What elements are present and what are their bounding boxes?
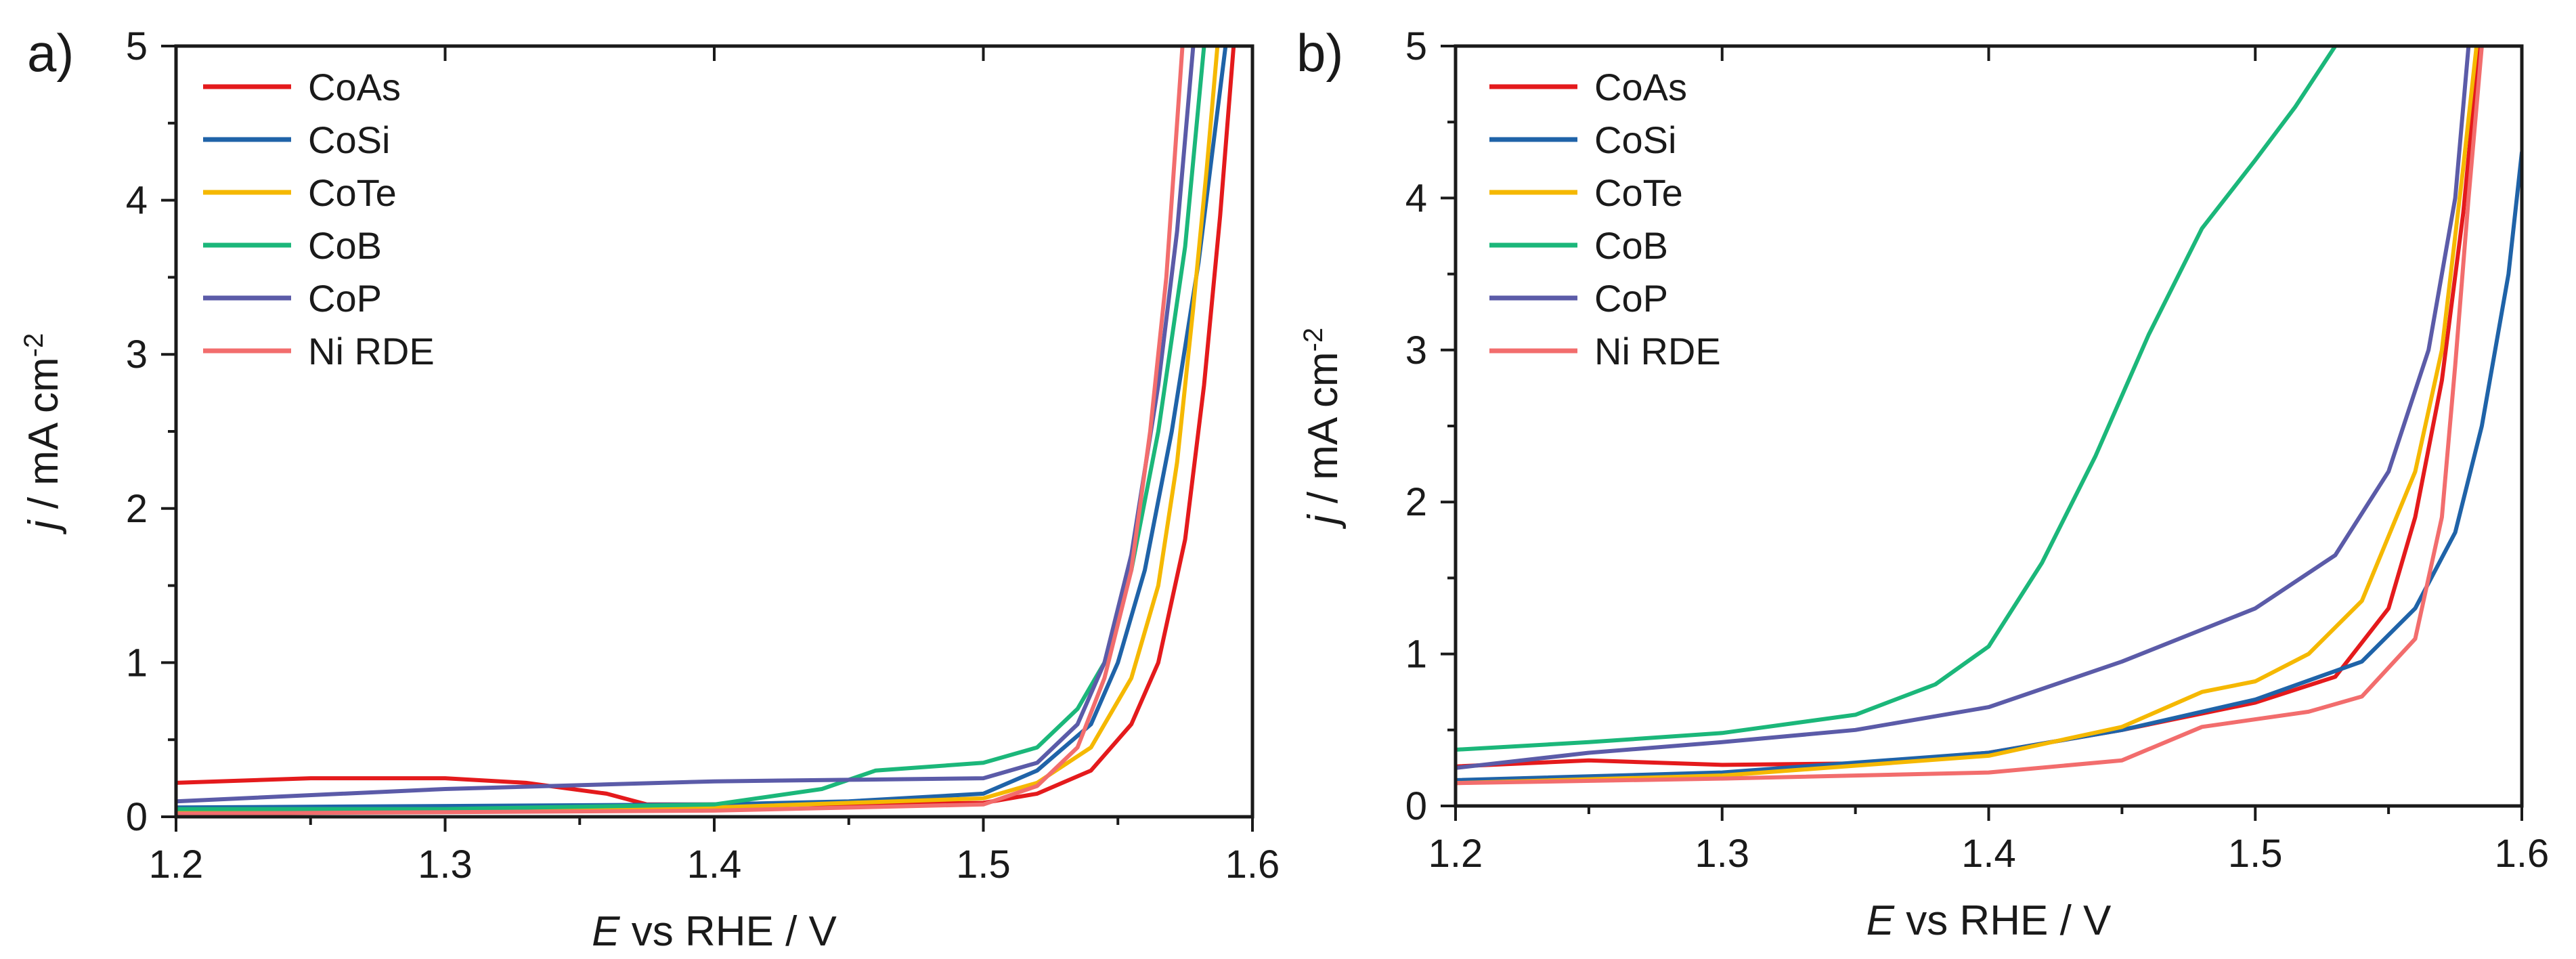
panel-label: a) [27, 23, 74, 83]
legend-label: Ni RDE [1594, 330, 1721, 372]
series-line-coas [1456, 46, 2481, 769]
series-line-cosi [1456, 150, 2522, 782]
series-line-ni-rde [1456, 46, 2484, 786]
panel-a: a) 1.2 1.3 1.4 1.5 1.6 0 1 2 3 4 5 E vs RHE / V j / m… [19, 23, 1280, 955]
x-tick-label: 1.2 [1428, 832, 1483, 876]
series-line-cop [1456, 46, 2471, 770]
x-tick-label: 1.3 [1695, 832, 1749, 876]
legend-label: CoAs [1594, 66, 1687, 108]
y-tick-label: 3 [1405, 328, 1427, 372]
y-axis-label-superscript: -2 [1298, 328, 1328, 352]
legend-label: CoP [308, 277, 382, 320]
legend-label: CoTe [1594, 171, 1683, 214]
y-axis-label-text: / mA cm [20, 357, 67, 520]
series-line-cob [176, 46, 1206, 811]
legend: CoAs CoSi CoTe CoB CoP Ni RDE [1489, 66, 1721, 372]
x-axis-label: E vs RHE / V [1866, 897, 2112, 944]
series-line-cob [1456, 46, 2338, 752]
series-group [1456, 46, 2522, 786]
legend-label: CoP [1594, 277, 1668, 320]
y-axis-label-symbol: j [20, 519, 67, 534]
x-tick-label: 1.6 [2495, 832, 2550, 876]
y-tick-label: 4 [126, 179, 148, 223]
x-axis-label: E vs RHE / V [592, 908, 837, 955]
x-axis-label-symbol: E [592, 908, 620, 955]
y-axis-label: j / mA cm-2 [1298, 328, 1347, 530]
x-tick-label: 1.4 [1961, 832, 2016, 876]
x-tick-label: 1.2 [149, 843, 204, 887]
x-tick-label: 1.5 [2228, 832, 2283, 876]
x-axis-label-text: vs RHE / V [1894, 897, 2112, 944]
legend-label: CoTe [308, 171, 397, 214]
y-tick-label: 0 [126, 795, 148, 839]
x-axis-label-text: vs RHE / V [619, 908, 837, 955]
y-tick-label: 2 [126, 487, 148, 531]
x-tick-label: 1.6 [1225, 843, 1280, 887]
series-line-cote [1456, 46, 2479, 786]
y-axis-label-text: / mA cm [1300, 351, 1347, 515]
x-axis-label-symbol: E [1866, 897, 1895, 944]
legend-label: Ni RDE [308, 330, 435, 372]
y-tick-label: 3 [126, 333, 148, 377]
x-tick-label: 1.5 [956, 843, 1011, 887]
y-tick-label: 0 [1405, 784, 1427, 828]
y-tick-label: 1 [126, 641, 148, 685]
legend-label: CoSi [1594, 119, 1676, 161]
legend-label: CoAs [308, 66, 401, 108]
legend-label: CoB [1594, 224, 1668, 267]
x-tick-label: 1.3 [418, 843, 473, 887]
panel-label: b) [1296, 23, 1343, 83]
legend: CoAs CoSi CoTe CoB CoP Ni RDE [203, 66, 435, 372]
y-tick-label: 5 [126, 24, 148, 68]
series-line-cop [176, 46, 1196, 804]
y-tick-label: 2 [1405, 480, 1427, 524]
y-tick-label: 5 [1405, 24, 1427, 68]
y-axis-label-symbol: j [1300, 513, 1347, 529]
y-axis-label: j / mA cm-2 [19, 333, 67, 535]
legend-label: CoB [308, 224, 382, 267]
y-tick-label: 4 [1405, 176, 1427, 220]
x-tick-label: 1.4 [687, 843, 742, 887]
y-tick-label: 1 [1405, 633, 1427, 677]
series-line-ni-rde [176, 46, 1185, 816]
series-line-cote [176, 46, 1220, 815]
legend-label: CoSi [308, 119, 390, 161]
plot-frame [174, 44, 1254, 819]
y-axis-label-superscript: -2 [19, 333, 49, 358]
series-group [176, 46, 1236, 816]
panel-b: b) 1.2 1.3 1.4 1.5 1.6 0 1 2 3 4 5 E vs RHE / V j / m… [1296, 23, 2549, 944]
